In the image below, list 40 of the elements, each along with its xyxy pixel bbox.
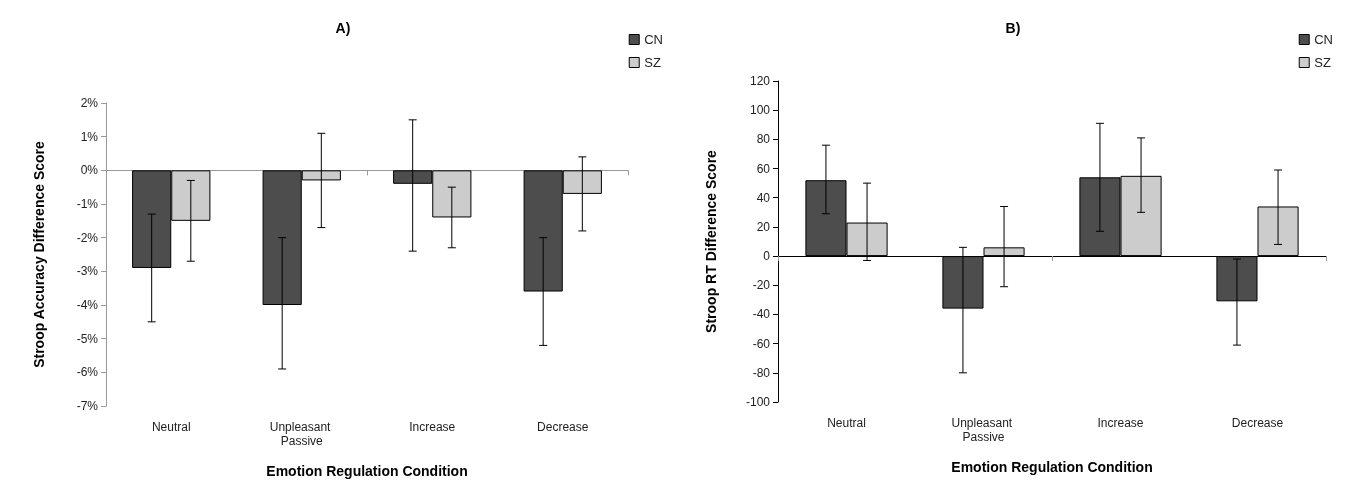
y-tick-label: 80 [756,132,771,147]
x-tick-label: Neutral [827,416,866,430]
y-tick-label: -4% [76,298,99,312]
y-tick-label: -60 [752,336,771,351]
x-tick-label: Neutral [151,420,191,434]
y-tick-label: -100 [745,395,771,409]
y-tick-label: 0 [763,249,771,264]
x-tick-label: Decrease [537,420,589,434]
chart-title: B) [1005,20,1021,36]
x-tick-label: Unpleasant Passive [269,420,334,448]
y-tick-label: 60 [756,161,771,176]
x-tick-label: Unpleasant Passive [951,416,1016,444]
y-tick-label: -80 [752,365,771,380]
x-tick-label: Decrease [1231,416,1284,430]
y-tick-label: 1% [80,129,99,144]
y-tick-label: 0% [80,163,99,178]
y-axis-title: Stroop Accuracy Difference Score [31,140,47,368]
y-tick-label: -3% [76,264,99,279]
legend-label: CN [644,32,663,47]
chart-title: A) [335,20,351,36]
y-tick-label: -5% [76,331,99,346]
x-tick-label: Increase [1097,416,1144,430]
y-tick-label: 40 [756,190,771,205]
x-tick-label: Increase [409,420,456,434]
y-tick-label: -1% [76,197,99,211]
y-axis-title: Stroop RT Difference Score [703,149,719,333]
y-tick-label: 120 [749,74,771,88]
y-tick-label: 20 [756,219,771,234]
y-tick-label: 2% [80,96,99,110]
x-axis-title: Emotion Regulation Condition [951,459,1153,475]
legend-label: CN [1314,32,1333,47]
y-tick-label: -20 [752,278,771,293]
y-tick-label: 100 [749,103,771,118]
y-tick-label: -40 [752,307,771,322]
legend-label: SZ [644,55,661,70]
legend-label: SZ [1314,55,1331,70]
x-axis-title: Emotion Regulation Condition [266,463,468,479]
y-tick-label: -6% [76,365,99,380]
y-tick-label: -2% [76,230,99,245]
y-tick-label: -7% [76,399,99,413]
